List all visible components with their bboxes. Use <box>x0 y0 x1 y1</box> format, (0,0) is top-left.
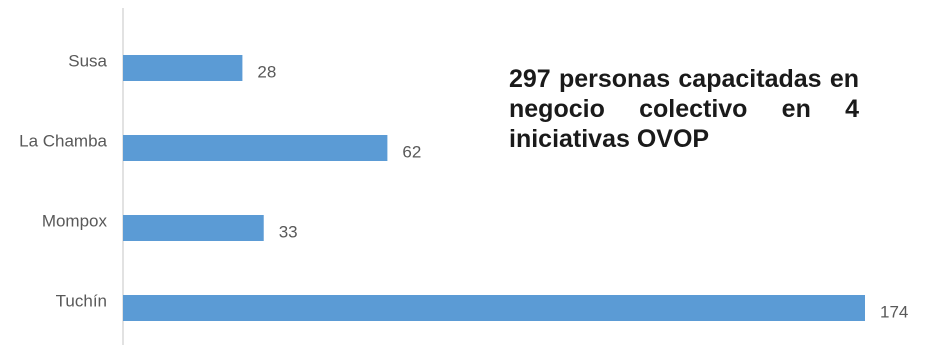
category-label-mompox: Mompox <box>42 211 108 230</box>
bar-tuchin <box>123 295 865 321</box>
category-label-susa: Susa <box>68 51 107 70</box>
value-labels-group: 28 62 33 174 <box>257 62 908 321</box>
bars-group <box>123 55 865 321</box>
headline-annotation: 297 personas capacitadas en negocio cole… <box>509 65 859 153</box>
bar-susa <box>123 55 243 81</box>
value-label-susa: 28 <box>257 62 276 81</box>
value-label-tuchin: 174 <box>880 302 908 321</box>
bar-la-chamba <box>123 135 388 161</box>
category-label-la-chamba: La Chamba <box>19 131 107 150</box>
category-labels-group: Susa La Chamba Mompox Tuchín <box>19 51 107 310</box>
value-label-la-chamba: 62 <box>402 142 421 161</box>
value-label-mompox: 33 <box>279 222 298 241</box>
category-label-tuchin: Tuchín <box>56 291 107 310</box>
bar-mompox <box>123 215 264 241</box>
